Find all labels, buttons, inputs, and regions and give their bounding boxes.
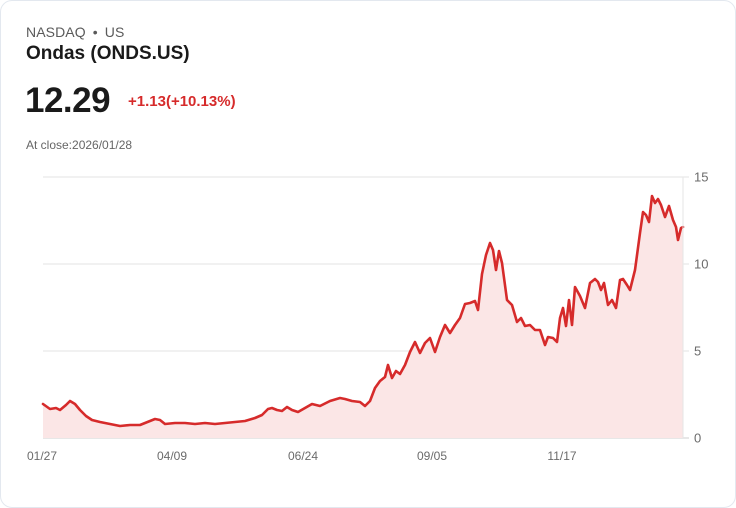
separator-dot: • xyxy=(92,24,98,40)
x-tick-label: 11/17 xyxy=(547,449,576,463)
current-price: 12.29 xyxy=(25,81,111,120)
y-tick-label: 0 xyxy=(694,431,701,446)
y-tick-label: 5 xyxy=(694,344,701,359)
region: US xyxy=(104,24,125,40)
x-tick-label: 01/27 xyxy=(27,449,57,463)
exchange-name: NASDAQ xyxy=(26,24,86,40)
chart-area-fill xyxy=(43,196,683,438)
x-tick-label: 06/24 xyxy=(288,449,318,463)
y-tick-label: 15 xyxy=(694,170,708,185)
close-timestamp: At close:2026/01/28 xyxy=(26,138,133,152)
exchange-line: NASDAQ • US xyxy=(26,24,124,40)
y-tick-label: 10 xyxy=(694,257,708,272)
chart-price-line xyxy=(41,194,685,428)
x-axis-labels: 01/27 04/09 06/24 09/05 11/17 xyxy=(27,449,577,463)
x-tick-label: 09/05 xyxy=(417,449,447,463)
x-tick-label: 04/09 xyxy=(157,449,187,463)
stock-title: Ondas (ONDS.US) xyxy=(26,43,190,64)
price-change: +1.13(+10.13%) xyxy=(128,93,236,110)
y-axis-labels: 0 5 10 15 xyxy=(694,170,708,446)
